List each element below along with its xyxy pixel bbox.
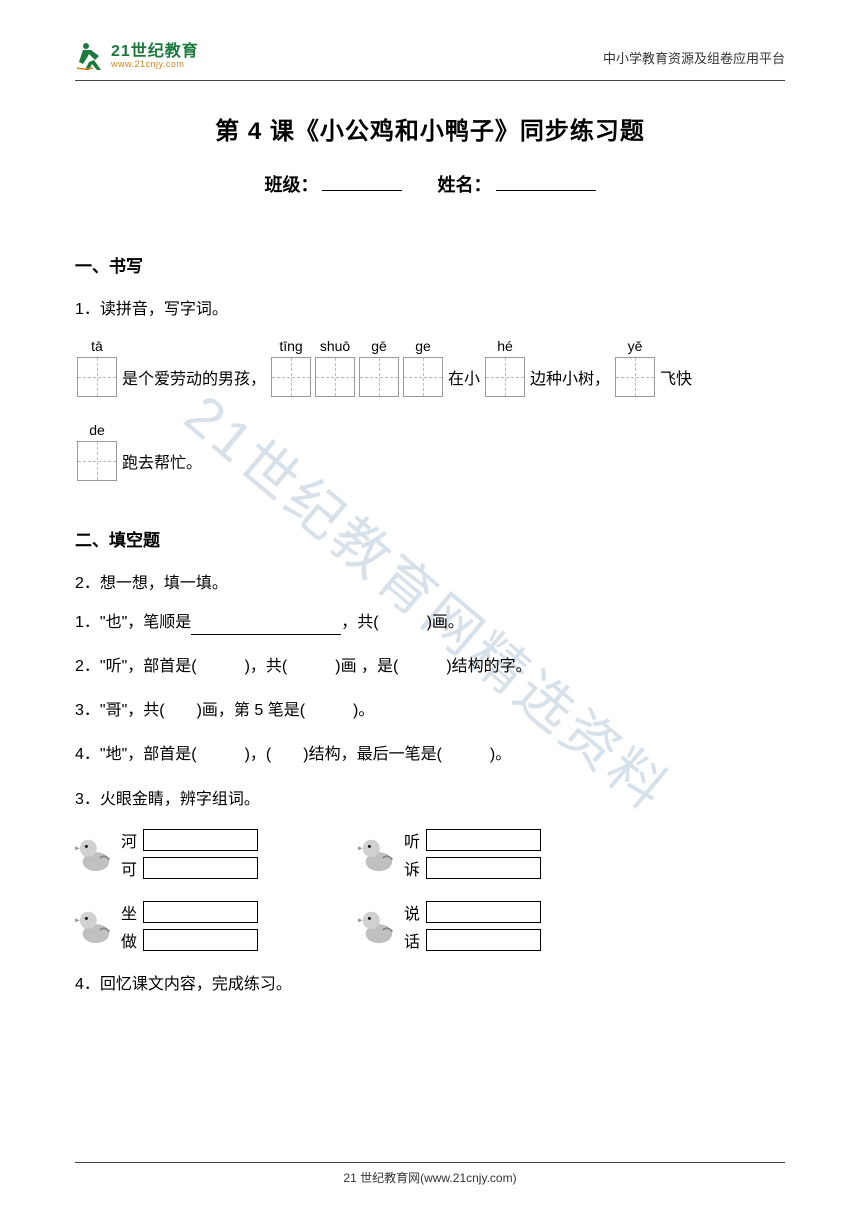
pinyin-ting: tīng	[279, 338, 302, 354]
word-input[interactable]	[143, 929, 258, 951]
underline-blank[interactable]	[191, 634, 341, 635]
char-su: 诉	[404, 856, 420, 880]
logo: 21世纪教育 www.21cnjy.com	[75, 40, 199, 72]
text-segment: 飞快	[657, 357, 695, 397]
pinyin-row-1: tā 是个爱劳动的男孩， tīng shuō gē ge 在小 h	[75, 338, 785, 397]
pinyin-ye: yě	[628, 338, 643, 354]
question-1: 1．读拼音，写字词。	[75, 297, 785, 323]
word-input[interactable]	[426, 857, 541, 879]
student-info-row: 班级： 姓名：	[75, 171, 785, 197]
page-title: 第 4 课《小公鸡和小鸭子》同步练习题	[75, 111, 785, 146]
class-blank[interactable]	[322, 190, 402, 191]
logo-icon	[75, 40, 107, 72]
duck-icon	[75, 832, 113, 876]
char-box[interactable]	[359, 357, 399, 397]
question-2: 2．想一想，填一填。	[75, 571, 785, 597]
char-zuo: 坐	[121, 900, 137, 924]
question-4: 4．回忆课文内容，完成练习。	[75, 972, 785, 998]
word-input[interactable]	[426, 901, 541, 923]
pinyin-ge1: gē	[371, 338, 387, 354]
pinyin-ta: tā	[91, 338, 103, 354]
duck-icon	[358, 904, 396, 948]
word-group-row-2: 坐 做 说 话	[75, 900, 785, 952]
word-group-row-1: 河 可 听 诉	[75, 828, 785, 880]
char-ke: 可	[121, 856, 137, 880]
pinyin-de: de	[89, 422, 105, 438]
word-input[interactable]	[143, 829, 258, 851]
fill-line-1: 1．"也"，笔顺是，共( )画。	[75, 611, 785, 635]
logo-url: www.21cnjy.com	[111, 60, 199, 69]
char-he: 河	[121, 828, 137, 852]
pinyin-shuo: shuō	[320, 338, 350, 354]
char-hua: 话	[404, 928, 420, 952]
word-input[interactable]	[143, 901, 258, 923]
word-input[interactable]	[426, 929, 541, 951]
page-header: 21世纪教育 www.21cnjy.com 中小学教育资源及组卷应用平台	[75, 40, 785, 81]
duck-icon	[75, 904, 113, 948]
text-segment: 边种小树，	[527, 357, 613, 397]
char-box[interactable]	[403, 357, 443, 397]
text-segment: 跑去帮忙。	[119, 441, 205, 481]
duck-icon	[358, 832, 396, 876]
section-2-title: 二、填空题	[75, 526, 785, 551]
text-segment: 在小	[445, 357, 483, 397]
char-box[interactable]	[315, 357, 355, 397]
char-zuo2: 做	[121, 928, 137, 952]
char-box[interactable]	[615, 357, 655, 397]
name-label: 姓名：	[438, 175, 492, 195]
logo-title: 21世纪教育	[111, 44, 199, 60]
char-box[interactable]	[485, 357, 525, 397]
char-box[interactable]	[77, 441, 117, 481]
char-shuo: 说	[404, 900, 420, 924]
char-box[interactable]	[271, 357, 311, 397]
char-box[interactable]	[77, 357, 117, 397]
fill-line-2: 2．"听"，部首是( )，共( )画 ，是( )结构的字。	[75, 655, 785, 679]
platform-label: 中小学教育资源及组卷应用平台	[603, 48, 785, 67]
word-input[interactable]	[143, 857, 258, 879]
pinyin-he: hé	[497, 338, 513, 354]
fill-line-3: 3．"哥"，共( )画，第 5 笔是( )。	[75, 699, 785, 723]
char-ting: 听	[404, 828, 420, 852]
class-label: 班级：	[264, 175, 318, 195]
name-blank[interactable]	[496, 190, 596, 191]
text-segment: 是个爱劳动的男孩，	[119, 357, 269, 397]
question-3: 3．火眼金睛，辨字组词。	[75, 787, 785, 813]
pinyin-row-2: de 跑去帮忙。	[75, 422, 785, 481]
word-input[interactable]	[426, 829, 541, 851]
section-1-title: 一、书写	[75, 252, 785, 277]
pinyin-ge2: ge	[415, 338, 431, 354]
fill-line-4: 4．"地"，部首是( )，( )结构，最后一笔是( )。	[75, 743, 785, 767]
page-footer: 21 世纪教育网(www.21cnjy.com)	[75, 1162, 785, 1186]
